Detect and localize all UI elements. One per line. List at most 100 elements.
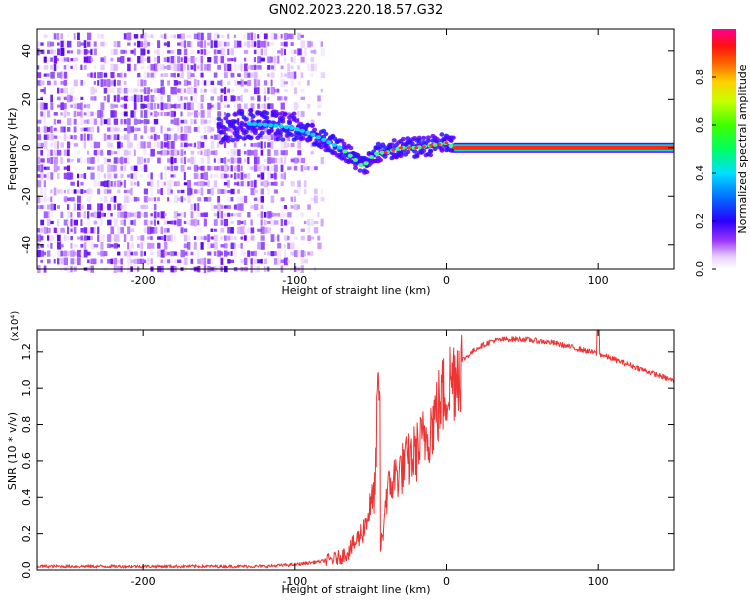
noise-cell [57, 104, 61, 108]
noise-cell [213, 87, 217, 94]
noise-cell [50, 65, 53, 70]
noise-cell [243, 103, 248, 109]
ridge-band-blob [353, 165, 358, 171]
noise-cell [297, 250, 300, 257]
noise-cell [283, 243, 287, 248]
ridge-core-blob [305, 130, 311, 135]
noise-cell [303, 250, 307, 257]
noise-cell [120, 112, 125, 116]
noise-cell [163, 133, 168, 141]
noise-cell [283, 235, 289, 241]
noise-cell [130, 251, 134, 256]
noise-cell [83, 141, 87, 149]
noise-cell [63, 172, 67, 180]
noise-cell [53, 80, 57, 86]
noise-cell [167, 127, 171, 132]
noise-cell [290, 49, 295, 54]
noise-cell [107, 79, 111, 87]
noise-cell [170, 165, 174, 172]
noise-cell [293, 71, 297, 79]
noise-cell [47, 211, 50, 219]
noise-cell [257, 242, 261, 250]
noise-cell [157, 112, 160, 116]
noise-cell [290, 42, 294, 46]
noise-cell [210, 104, 214, 108]
noise-cell [167, 187, 172, 196]
noise-cell [147, 181, 151, 186]
noise-cell [253, 179, 257, 188]
noise-cell [233, 57, 237, 62]
noise-cell [303, 166, 308, 171]
noise-cell [207, 64, 211, 71]
noise-cell [180, 102, 185, 110]
noise-cell [127, 32, 132, 41]
noise-cell [257, 213, 261, 217]
noise-cell [193, 164, 199, 172]
noise-cell [100, 242, 104, 250]
noise-cell [173, 211, 179, 219]
noise-cell [200, 142, 205, 148]
noise-cell [210, 228, 214, 232]
noise-cell [147, 94, 150, 102]
noise-cell [230, 72, 235, 78]
noise-cell [220, 40, 224, 48]
noise-cell [180, 33, 185, 40]
noise-cell [163, 42, 168, 46]
noise-cell [290, 142, 295, 147]
ridge-band-blob [309, 122, 315, 128]
noise-cell [133, 258, 138, 264]
noise-cell [67, 57, 70, 62]
noise-cell [177, 95, 181, 102]
noise-cell [173, 80, 178, 86]
noise-cell [110, 142, 114, 147]
noise-cell [310, 219, 314, 227]
noise-cell [120, 88, 125, 93]
noise-cell [150, 94, 155, 102]
noise-cell [90, 227, 95, 234]
noise-cell [50, 157, 54, 164]
noise-cell [93, 150, 98, 156]
snr-yunit: (x10⁴) [10, 311, 21, 342]
noise-cell [243, 257, 248, 265]
noise-cell [237, 220, 241, 225]
ridge-band-blob [259, 130, 265, 136]
noise-cell [67, 40, 72, 48]
noise-cell [83, 65, 87, 70]
noise-cell [140, 65, 145, 70]
noise-cell [167, 103, 172, 110]
noise-cell [240, 203, 244, 211]
noise-cell [100, 110, 104, 118]
noise-cell [263, 80, 268, 86]
noise-cell [187, 166, 192, 170]
noise-cell [43, 126, 48, 133]
noise-cell [273, 172, 277, 180]
noise-cell [70, 212, 73, 218]
noise-cell [40, 219, 45, 226]
ridge-core-blob [294, 127, 300, 132]
noise-cell [113, 218, 118, 227]
noise-cell [313, 133, 318, 141]
noise-cell [53, 63, 57, 72]
noise-cell [193, 79, 197, 87]
noise-cell [280, 259, 285, 264]
noise-cell [293, 55, 296, 64]
noise-cell [50, 142, 54, 148]
noise-cell [220, 251, 223, 256]
noise-cell [227, 33, 230, 39]
noise-cell [280, 42, 285, 46]
noise-cell [190, 73, 195, 77]
noise-cell [123, 111, 128, 117]
noise-cell [133, 134, 138, 141]
noise-cell [47, 219, 51, 227]
noise-cell [150, 236, 153, 241]
noise-cell [297, 32, 301, 40]
noise-cell [200, 212, 204, 217]
noise-cell [140, 174, 143, 178]
noise-cell [177, 88, 182, 93]
noise-cell [173, 251, 177, 256]
noise-cell [187, 252, 190, 256]
noise-cell [103, 188, 109, 195]
noise-cell [63, 57, 67, 62]
noise-cell [210, 96, 214, 101]
noise-cell [163, 227, 168, 233]
